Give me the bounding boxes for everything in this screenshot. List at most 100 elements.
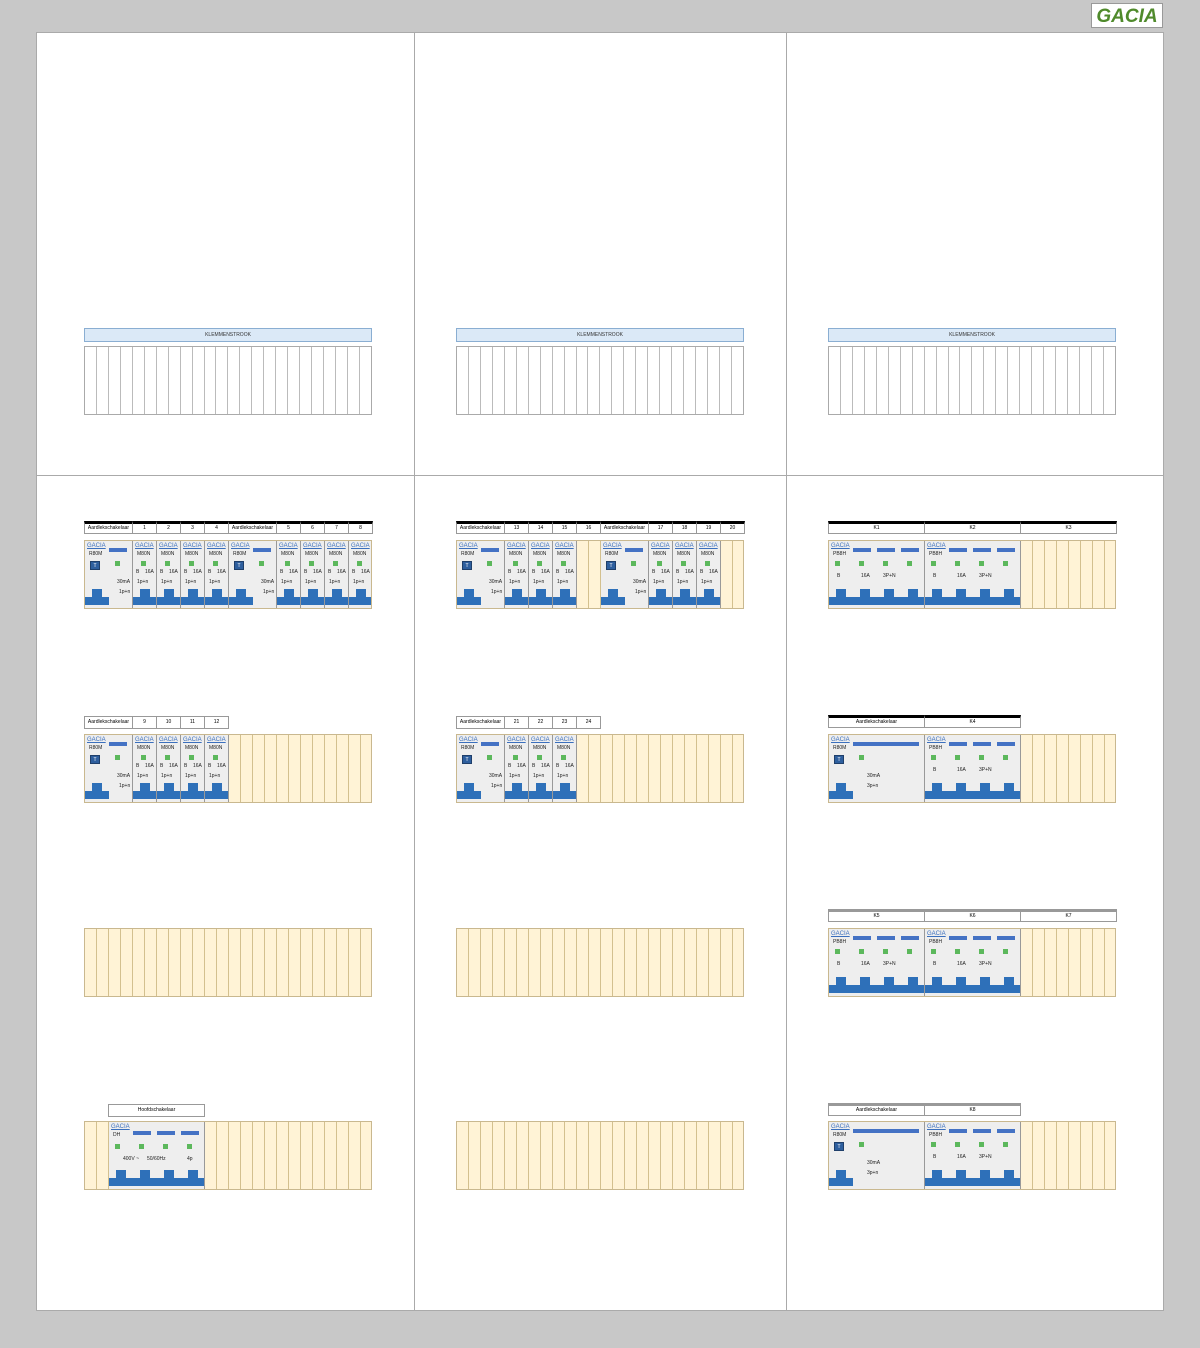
test-button[interactable]: T bbox=[234, 561, 244, 570]
rail-slot bbox=[1105, 541, 1115, 608]
mcb-module[interactable]: GACIA M80N B 16A 1p+n bbox=[697, 541, 721, 608]
status-led bbox=[189, 561, 194, 566]
pb8h-module[interactable]: GACIA PB8H B 16A 3P+N bbox=[925, 735, 1021, 802]
rcd-module[interactable]: GACIA R80M T 30mA 1p+n bbox=[457, 735, 505, 802]
terminal-slot bbox=[481, 347, 493, 414]
mcb-module[interactable]: GACIA M80N B 16A 1p+n bbox=[277, 541, 301, 608]
terminal bbox=[164, 589, 174, 598]
test-button[interactable]: T bbox=[90, 755, 100, 764]
model-label: PB8H bbox=[929, 745, 943, 751]
brand-label: GACIA bbox=[699, 543, 718, 549]
mcb-module[interactable]: GACIA M80N B 16A 1p+n bbox=[649, 541, 673, 608]
mcb-module[interactable]: GACIA M80N B 16A 1p+n bbox=[505, 735, 529, 802]
mcb-module[interactable]: GACIA M80N B 16A 1p+n bbox=[325, 541, 349, 608]
brand-label: GACIA bbox=[207, 737, 226, 743]
mcb-module[interactable]: GACIA M80N B 16A 1p+n bbox=[301, 541, 325, 608]
rail-slot bbox=[613, 929, 625, 996]
circuit-label-row: K1 K2 K3 bbox=[828, 521, 1117, 534]
rcd-module[interactable]: GACIA R80M T 30mA 1p+n bbox=[85, 541, 133, 608]
rcd-module[interactable]: GACIA R80M T 30mA 1p+n bbox=[601, 541, 649, 608]
rail-slot bbox=[1069, 1122, 1081, 1189]
status-led bbox=[979, 561, 984, 566]
mcb-module[interactable]: GACIA M80N B 16A 1p+n bbox=[673, 541, 697, 608]
current-rating: 30mA bbox=[117, 579, 131, 585]
rail-slot bbox=[181, 929, 193, 996]
mcb-module[interactable]: GACIA M80N B 16A 1p+n bbox=[553, 735, 577, 802]
mcb-module[interactable]: GACIA M80N B 16A 1p+n bbox=[157, 541, 181, 608]
poles-label: 1p+n bbox=[161, 773, 173, 779]
brand-label: GACIA bbox=[327, 543, 346, 549]
test-button[interactable]: T bbox=[90, 561, 100, 570]
test-button[interactable]: T bbox=[606, 561, 616, 570]
rail-slot bbox=[637, 929, 649, 996]
rail-slot bbox=[217, 929, 229, 996]
model-label: M80N bbox=[209, 745, 223, 751]
pb8h-module[interactable]: GACIA PB8H B 16A 3P+N bbox=[829, 929, 925, 996]
main-switch-module[interactable]: GACIA DH 400V ~ 50/60Hz 4p bbox=[109, 1122, 205, 1189]
mcb-module[interactable]: GACIA M80N B 16A 1p+n bbox=[205, 735, 229, 802]
klemmenstrook-terminals bbox=[828, 346, 1116, 415]
terminal-slot bbox=[829, 347, 841, 414]
rcd-module[interactable]: GACIA R80M T 30mA 3p+n bbox=[829, 1122, 925, 1189]
mcb-module[interactable]: GACIA M80N B 16A 1p+n bbox=[529, 541, 553, 608]
test-button[interactable]: T bbox=[834, 755, 844, 764]
terminal-slot bbox=[937, 347, 949, 414]
mcb-module[interactable]: GACIA M80N B 16A 1p+n bbox=[157, 735, 181, 802]
terminal-bar bbox=[697, 597, 720, 605]
model-label: R80M bbox=[89, 551, 103, 557]
mcb-module[interactable]: GACIA M80N B 16A 1p+n bbox=[133, 735, 157, 802]
rail-slot bbox=[361, 735, 371, 802]
rail-slot bbox=[1045, 929, 1057, 996]
mcb-module[interactable]: GACIA M80N B 16A 1p+n bbox=[349, 541, 371, 608]
test-button[interactable]: T bbox=[834, 1142, 844, 1151]
brand-label: GACIA bbox=[831, 1124, 850, 1130]
status-led bbox=[259, 561, 264, 566]
status-led bbox=[859, 561, 864, 566]
mcb-module[interactable]: GACIA M80N B 16A 1p+n bbox=[181, 735, 205, 802]
mcb-module[interactable]: GACIA M80N B 16A 1p+n bbox=[505, 541, 529, 608]
status-led bbox=[931, 949, 936, 954]
terminal bbox=[932, 1170, 942, 1179]
rcd-module[interactable]: GACIA R80M T 30mA 1p+n bbox=[457, 541, 505, 608]
rail-slot bbox=[1045, 735, 1057, 802]
rcd-module[interactable]: GACIA R80M T 30mA 1p+n bbox=[85, 735, 133, 802]
rating-label: 16A bbox=[517, 569, 526, 575]
model-label: M80N bbox=[161, 745, 175, 751]
rail-slot bbox=[109, 929, 121, 996]
terminal-slot bbox=[493, 347, 505, 414]
rcd-module[interactable]: GACIA R80M T 30mA 1p+n bbox=[229, 541, 277, 608]
status-led bbox=[537, 755, 542, 760]
klemmenstrook-terminals bbox=[84, 346, 372, 415]
terminal-slot bbox=[216, 347, 229, 414]
pb8h-module[interactable]: GACIA PB8H B 16A 3P+N bbox=[925, 541, 1021, 608]
mcb-module[interactable]: GACIA M80N B 16A 1p+n bbox=[553, 541, 577, 608]
pb8h-module[interactable]: GACIA PB8H B 16A 3P+N bbox=[829, 541, 925, 608]
terminal-slot bbox=[636, 347, 649, 414]
mcb-module[interactable]: GACIA M80N B 16A 1p+n bbox=[133, 541, 157, 608]
circuit-label-row: Aardlekschakelaar K8 bbox=[828, 1103, 1021, 1116]
circuit-label: 18 bbox=[672, 521, 697, 534]
pb8h-module[interactable]: GACIA PB8H B 16A 3P+N bbox=[925, 1122, 1021, 1189]
rail-slot bbox=[265, 929, 277, 996]
mcb-module[interactable]: GACIA M80N B 16A 1p+n bbox=[205, 541, 229, 608]
test-button[interactable]: T bbox=[462, 755, 472, 764]
terminal-slot bbox=[228, 347, 241, 414]
brand-label: GACIA bbox=[303, 543, 322, 549]
test-button[interactable]: T bbox=[462, 561, 472, 570]
curve-label: B bbox=[556, 763, 560, 769]
pb8h-module[interactable]: GACIA PB8H B 16A 3P+N bbox=[925, 929, 1021, 996]
lever-bar bbox=[997, 548, 1015, 552]
mcb-module[interactable]: GACIA M80N B 16A 1p+n bbox=[529, 735, 553, 802]
rail-slot bbox=[649, 1122, 661, 1189]
rcd-module[interactable]: GACIA R80M T 30mA 3p+n bbox=[829, 735, 925, 802]
klemmenstrook-title: KLEMMENSTROOK bbox=[456, 328, 744, 342]
terminal-bar bbox=[505, 791, 528, 799]
mcb-module[interactable]: GACIA M80N B 16A 1p+n bbox=[181, 541, 205, 608]
terminal-slot bbox=[624, 347, 637, 414]
curve-label: B bbox=[184, 763, 188, 769]
poles-label: 1p+n bbox=[209, 579, 221, 585]
curve-label: B bbox=[652, 569, 656, 575]
terminal-bar bbox=[133, 597, 156, 605]
lever-bar bbox=[853, 548, 871, 552]
model-label: M80N bbox=[701, 551, 715, 557]
